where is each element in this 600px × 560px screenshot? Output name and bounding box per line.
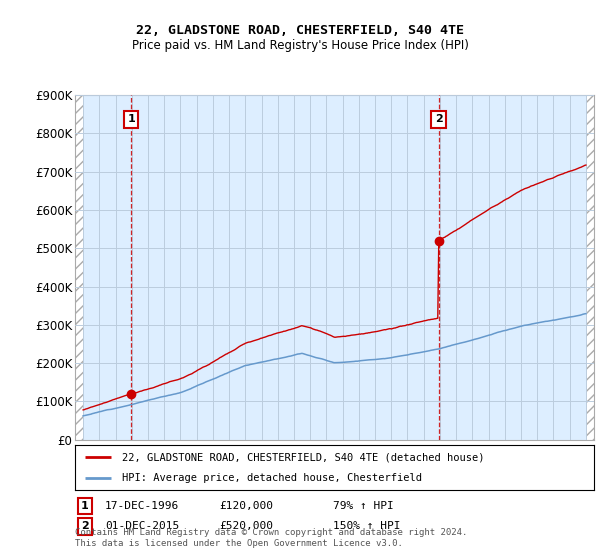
Text: 1: 1 xyxy=(127,114,135,124)
Text: 2: 2 xyxy=(81,521,89,531)
Text: 79% ↑ HPI: 79% ↑ HPI xyxy=(333,501,394,511)
Text: HPI: Average price, detached house, Chesterfield: HPI: Average price, detached house, Ches… xyxy=(122,473,422,483)
Text: £520,000: £520,000 xyxy=(219,521,273,531)
Text: Price paid vs. HM Land Registry's House Price Index (HPI): Price paid vs. HM Land Registry's House … xyxy=(131,39,469,52)
Text: £120,000: £120,000 xyxy=(219,501,273,511)
Bar xyxy=(75,95,83,440)
Text: 2: 2 xyxy=(435,114,442,124)
Text: 22, GLADSTONE ROAD, CHESTERFIELD, S40 4TE (detached house): 22, GLADSTONE ROAD, CHESTERFIELD, S40 4T… xyxy=(122,452,484,463)
Text: 1: 1 xyxy=(81,501,89,511)
Text: 17-DEC-1996: 17-DEC-1996 xyxy=(105,501,179,511)
Text: Contains HM Land Registry data © Crown copyright and database right 2024.
This d: Contains HM Land Registry data © Crown c… xyxy=(75,528,467,548)
Text: 01-DEC-2015: 01-DEC-2015 xyxy=(105,521,179,531)
Text: 150% ↑ HPI: 150% ↑ HPI xyxy=(333,521,401,531)
Text: 22, GLADSTONE ROAD, CHESTERFIELD, S40 4TE: 22, GLADSTONE ROAD, CHESTERFIELD, S40 4T… xyxy=(136,24,464,37)
Bar xyxy=(586,95,594,440)
